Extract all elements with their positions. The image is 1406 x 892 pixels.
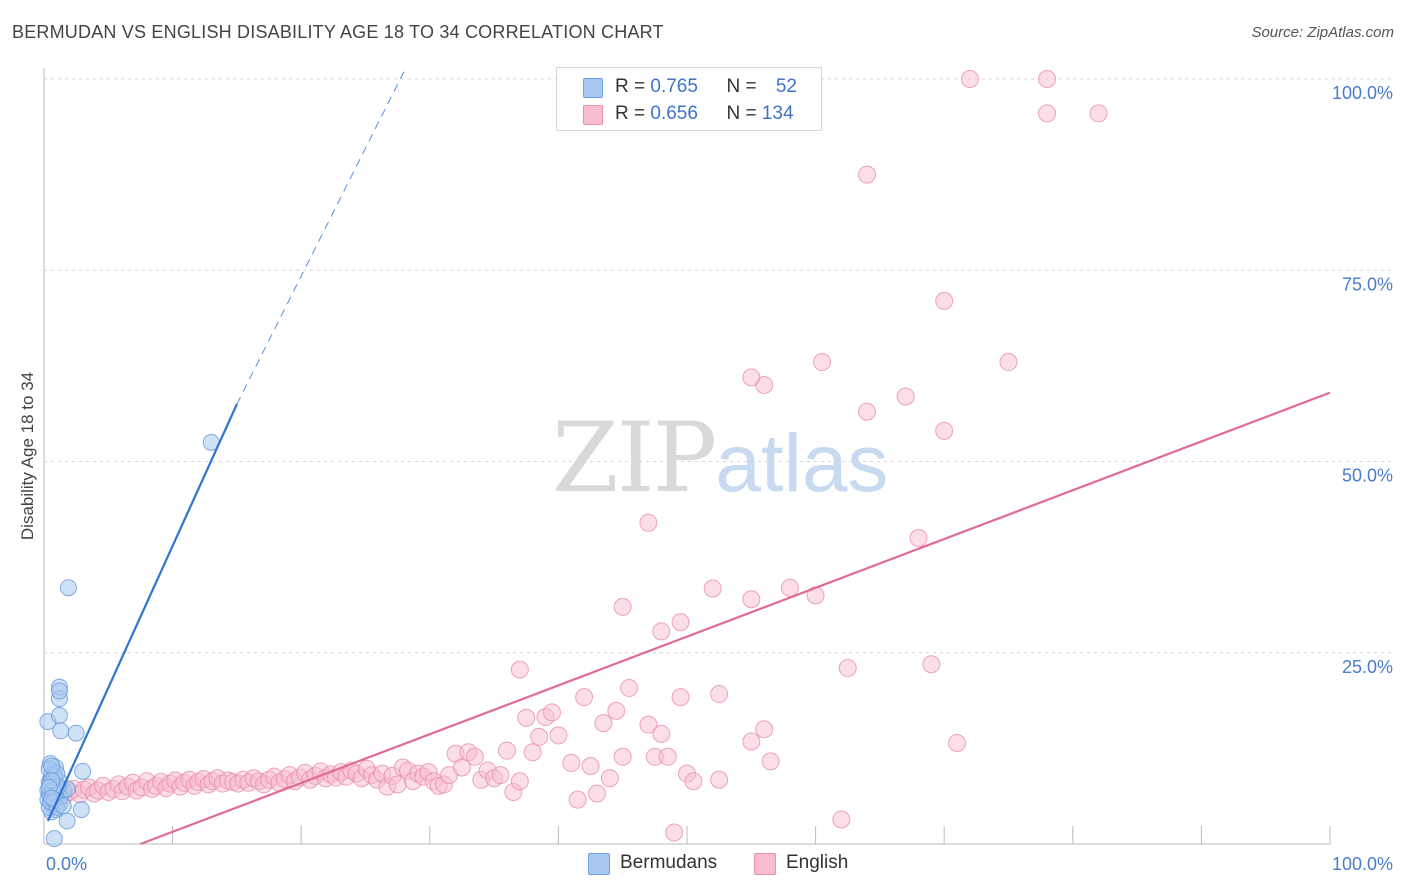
english-point <box>607 701 626 720</box>
english-point <box>523 743 542 762</box>
english-point <box>761 752 780 771</box>
english-point <box>1038 104 1057 123</box>
trend-lines <box>46 71 1331 846</box>
bermudans-point <box>58 812 76 830</box>
english-point <box>510 660 529 679</box>
english-point <box>671 613 690 632</box>
english-point <box>491 766 510 785</box>
english-point <box>742 368 761 387</box>
y-tick-label: 50.0% <box>1342 466 1393 486</box>
legend-swatch-english <box>583 105 603 125</box>
english-point <box>935 421 954 440</box>
series-bermudans <box>39 433 220 848</box>
series-english <box>45 70 1108 842</box>
english-point <box>1089 104 1108 123</box>
english-point <box>542 703 561 722</box>
english-point <box>600 769 619 788</box>
english-point <box>832 810 851 829</box>
english-point <box>858 402 877 421</box>
english-point <box>452 758 471 777</box>
legend-swatch-bermudans-bottom <box>588 853 610 875</box>
english-point <box>613 747 632 766</box>
english-point <box>658 747 677 766</box>
bermudans-point <box>72 801 90 819</box>
grid-lines <box>44 78 1394 654</box>
english-point <box>562 753 581 772</box>
bermudans-point <box>50 682 68 700</box>
watermark: ZIPatlas <box>552 402 888 514</box>
english-point <box>652 622 671 641</box>
legend-swatch-english-bottom <box>754 853 776 875</box>
english-point <box>665 823 684 842</box>
x-tick-label: 0.0% <box>46 854 87 874</box>
english-point <box>549 726 568 745</box>
english-point <box>703 579 722 598</box>
english-point <box>575 688 594 707</box>
english-point <box>742 732 761 751</box>
bermudans-point <box>59 579 77 597</box>
english-point <box>858 165 877 184</box>
bermudans-point <box>52 722 70 740</box>
bermudans-point <box>74 762 92 780</box>
english-point <box>510 772 529 791</box>
english-point <box>896 387 915 406</box>
english-point <box>922 655 941 674</box>
english-point <box>613 597 632 616</box>
bermudans-point <box>45 830 63 848</box>
bermudans-point <box>43 757 61 775</box>
english-point <box>780 578 799 597</box>
english-point <box>684 772 703 791</box>
english-point <box>935 291 954 310</box>
y-tick-label: 100.0% <box>1332 83 1393 103</box>
y-tick-label: 75.0% <box>1342 274 1393 294</box>
legend-text-bermudans: R = 0.765 N = 52 <box>615 76 797 97</box>
english-point <box>465 747 484 766</box>
english-point <box>639 513 658 532</box>
bermudans-point <box>67 724 85 742</box>
english-point <box>581 756 600 775</box>
english-point <box>838 659 857 678</box>
x-tick-label: 100.0% <box>1332 854 1393 874</box>
y-tick-label: 25.0% <box>1342 657 1393 677</box>
english-point <box>999 353 1018 372</box>
english-point <box>594 714 613 733</box>
english-point <box>568 790 587 809</box>
english-point <box>742 590 761 609</box>
english-point <box>710 685 729 704</box>
english-point <box>710 770 729 789</box>
legend-label-bermudans: Bermudans <box>620 852 718 873</box>
english-point <box>671 688 690 707</box>
english-point <box>960 70 979 88</box>
correlation-legend: R = 0.765 N = 52 R = 0.656 N = 134 <box>556 67 822 131</box>
english-point <box>620 678 639 697</box>
english-point <box>517 708 536 727</box>
watermark-atlas: atlas <box>715 418 889 509</box>
bermudans-trend-extension <box>236 71 405 405</box>
chart-title: BERMUDAN VS ENGLISH DISABILITY AGE 18 TO… <box>12 22 664 42</box>
watermark-zip: ZIP <box>552 402 717 514</box>
english-point <box>652 724 671 743</box>
english-point <box>530 727 549 746</box>
english-point <box>813 353 832 372</box>
english-point <box>948 734 967 753</box>
english-point <box>497 741 516 760</box>
legend-text-english: R = 0.656 N = 134 <box>615 103 794 124</box>
bermudans-point <box>50 706 68 724</box>
tick-labels: 25.0% 50.0% 75.0% 100.0% 0.0% 100.0% <box>46 83 1393 874</box>
axes <box>43 68 1331 845</box>
bermudans-trend-line <box>46 403 238 822</box>
english-point <box>909 529 928 547</box>
legend-label-english: English <box>786 852 849 873</box>
english-point <box>755 720 774 739</box>
english-trend-line <box>140 391 1331 846</box>
source-credit: Source: ZipAtlas.com <box>1251 24 1394 41</box>
english-point <box>639 715 658 734</box>
english-point <box>587 784 606 803</box>
legend-swatch-bermudans <box>583 78 603 98</box>
english-point <box>1038 70 1057 88</box>
